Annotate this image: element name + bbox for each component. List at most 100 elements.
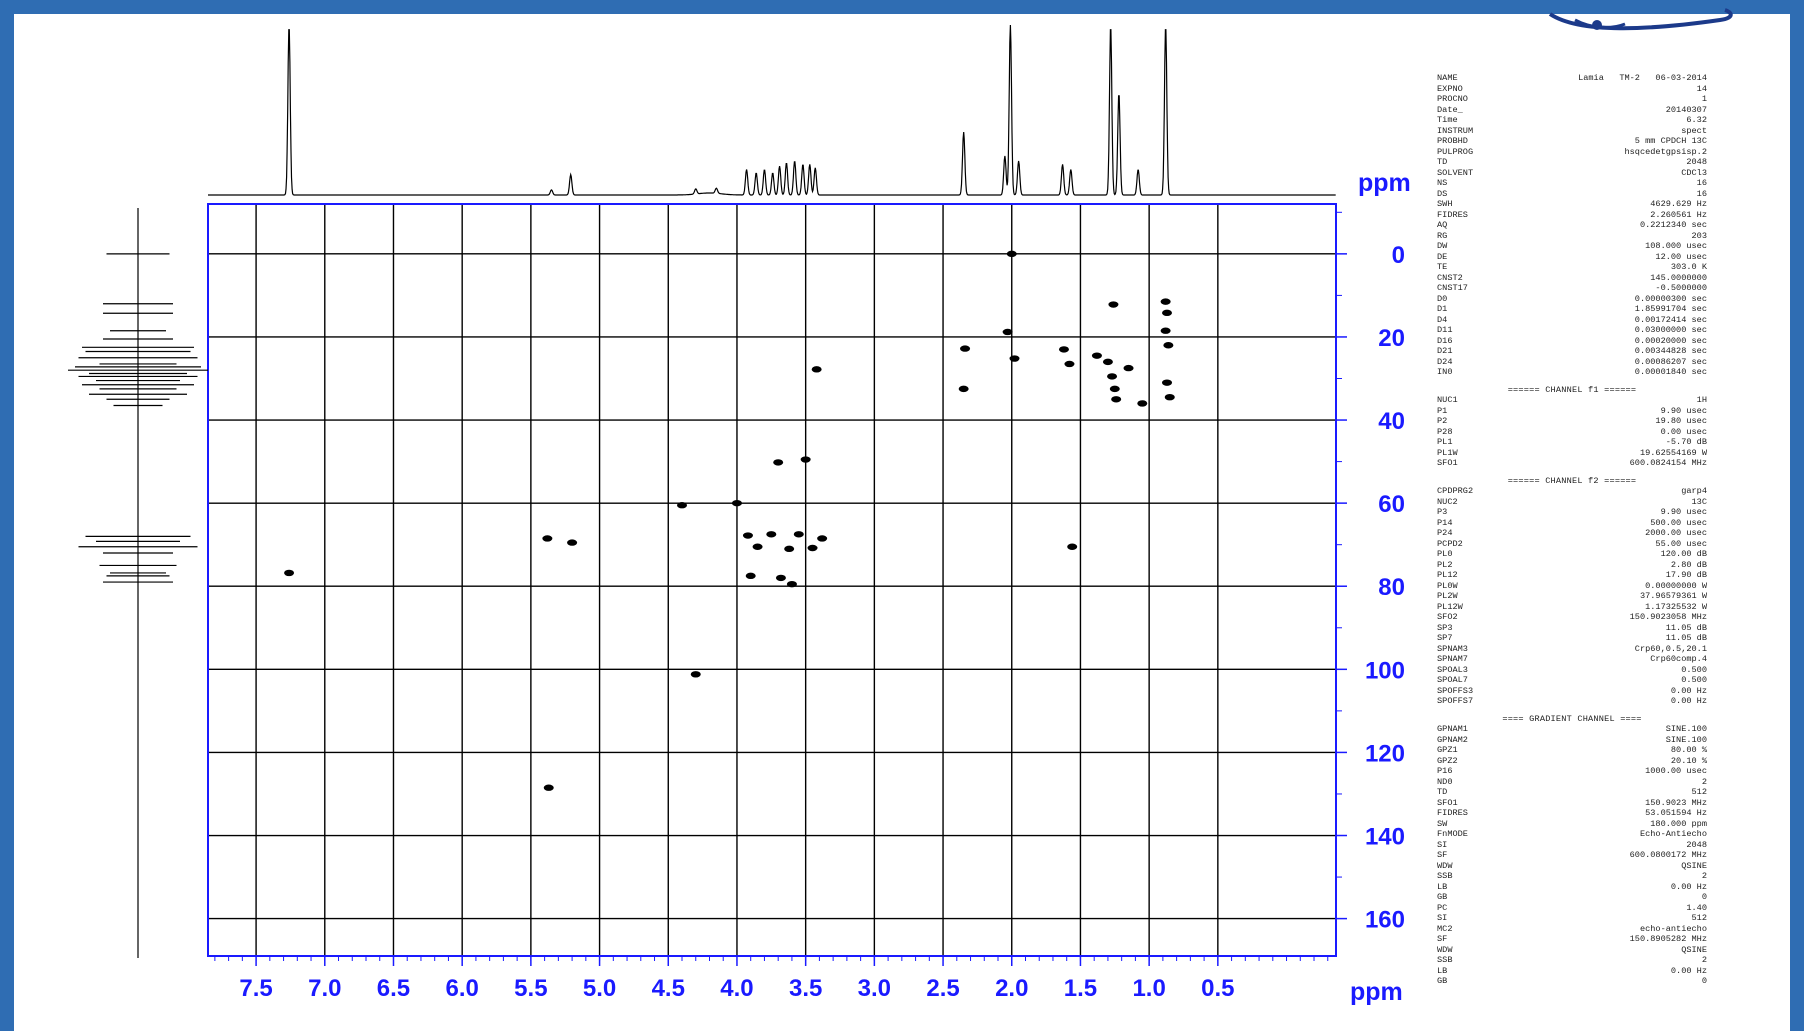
- parameter-name: INSTRUM: [1437, 125, 1474, 136]
- parameter-row: SF 150.8905282 MHz: [1437, 934, 1707, 945]
- parameter-value: 0: [1701, 892, 1707, 902]
- parameter-name: LB: [1437, 965, 1448, 976]
- parameter-name: GPNAM2: [1437, 734, 1468, 745]
- parameter-value: 1: [1701, 94, 1707, 104]
- logo-mark: [1548, 8, 1733, 31]
- parameter-value: Crp60,0.5,20.1: [1634, 643, 1707, 654]
- parameter-value: 2.80 dB: [1670, 559, 1707, 570]
- parameter-name: D16: [1437, 335, 1453, 346]
- x-tick-label: 0.5: [1201, 975, 1234, 1002]
- parameter-row: GB 0: [1437, 892, 1707, 903]
- parameter-row: PL2W 37.96579361 W: [1437, 591, 1707, 602]
- parameter-value: spect: [1681, 125, 1707, 136]
- parameter-value: 17.90 dB: [1665, 570, 1707, 580]
- parameter-row: SPOFFS3 0.00 Hz: [1437, 686, 1707, 697]
- parameter-value: 55.00 usec: [1655, 538, 1707, 549]
- parameter-value: 0.00 Hz: [1670, 881, 1707, 892]
- parameter-name: SOLVENT: [1437, 167, 1474, 178]
- parameter-row: TE 303.0 K: [1437, 262, 1707, 273]
- parameter-row: DW 108.000 usec: [1437, 241, 1707, 252]
- parameter-name: LB: [1437, 881, 1448, 892]
- parameter-name: SSB: [1437, 871, 1453, 881]
- parameter-name: SI: [1437, 839, 1448, 850]
- parameter-row: NUC1 1H: [1437, 395, 1707, 406]
- parameter-name: P28: [1437, 426, 1453, 437]
- parameter-row: PL12 17.90 dB: [1437, 570, 1707, 581]
- parameter-value: 150.8905282 MHz: [1629, 934, 1707, 944]
- parameter-value: 2.260561 Hz: [1650, 209, 1707, 220]
- cross-peak: [784, 545, 795, 553]
- parameter-name: SPOAL3: [1437, 664, 1468, 675]
- parameter-value: 600.0800172 MHz: [1629, 850, 1707, 860]
- parameter-row: LB 0.00 Hz: [1437, 882, 1707, 893]
- parameter-row: P1 9.90 usec: [1437, 406, 1707, 417]
- parameter-name: D11: [1437, 325, 1453, 335]
- parameter-name: SP3: [1437, 622, 1453, 633]
- x-tick-label: 2.5: [926, 975, 959, 1002]
- parameter-value: 0.00 Hz: [1670, 685, 1707, 696]
- cross-peak: [800, 456, 811, 463]
- parameter-name: SFO2: [1437, 612, 1458, 622]
- parameter-row: DS 16: [1437, 189, 1707, 200]
- parameter-name: PL2W: [1437, 591, 1458, 601]
- parameter-value: QSINE: [1681, 860, 1707, 871]
- parameter-row: P28 0.00 usec: [1437, 427, 1707, 438]
- parameter-row: FnMODE Echo-Antiecho: [1437, 829, 1707, 840]
- parameter-name: SPOFFS3: [1437, 685, 1474, 696]
- parameter-value: CDCl3: [1681, 167, 1707, 178]
- parameter-name: PCPD2: [1437, 538, 1463, 549]
- cross-peak: [1163, 342, 1174, 349]
- cross-peak: [1160, 327, 1171, 334]
- parameter-name: SFO1: [1437, 458, 1458, 468]
- parameter-value: SINE.100: [1665, 734, 1707, 745]
- cross-peak: [1137, 400, 1148, 407]
- cross-peak: [1009, 355, 1020, 362]
- parameter-value: 0.00 Hz: [1670, 696, 1707, 706]
- parameter-name: P16: [1437, 766, 1453, 776]
- parameter-row: INSTRUM spect: [1437, 126, 1707, 137]
- parameter-name: WDW: [1437, 860, 1453, 871]
- cross-peak: [752, 543, 763, 550]
- parameter-name: PL1W: [1437, 447, 1458, 458]
- parameter-name: PROBHD: [1437, 136, 1468, 146]
- parameter-name: PL0W: [1437, 580, 1458, 591]
- parameter-name: DW: [1437, 241, 1448, 251]
- parameter-value: 0.00344828 sec: [1634, 346, 1707, 356]
- cross-peak: [1002, 328, 1013, 336]
- parameter-row: PCPD2 55.00 usec: [1437, 539, 1707, 550]
- parameter-name: NUC2: [1437, 496, 1458, 507]
- acquisition-parameters-panel: NAME Lamia TM-2 06-03-2014 EXPNO 14 PROCNO 1 D…: [1437, 73, 1707, 987]
- cross-peak: [1164, 393, 1175, 401]
- parameter-name: P2: [1437, 416, 1448, 426]
- parameter-value: hsqcedetgpsisp.2: [1624, 146, 1707, 157]
- parameter-row: Date_ 20140307: [1437, 105, 1707, 116]
- cross-peak: [1109, 385, 1120, 393]
- x-tick-label: 4.5: [652, 975, 685, 1002]
- parameter-row: CPDPRG2 garp4: [1437, 486, 1707, 497]
- cross-peak: [567, 539, 578, 546]
- parameter-value: 203: [1691, 230, 1707, 241]
- parameter-name: TD: [1437, 157, 1448, 167]
- parameter-row: D4 0.00172414 sec: [1437, 315, 1707, 326]
- c13-projection-trace: [68, 208, 208, 958]
- cross-peak: [786, 580, 797, 588]
- parameter-row: P16 1000.00 usec: [1437, 766, 1707, 777]
- parameter-row: TD 2048: [1437, 157, 1707, 168]
- parameter-name: GB: [1437, 892, 1448, 902]
- parameter-value: 1.85991704 sec: [1634, 304, 1707, 314]
- parameter-row: FIDRES 2.260561 Hz: [1437, 210, 1707, 221]
- parameter-value: 0.00000300 sec: [1634, 293, 1707, 304]
- parameter-name: CPDPRG2: [1437, 486, 1474, 496]
- cross-peak: [1058, 346, 1069, 353]
- parameter-row: SI 512: [1437, 913, 1707, 924]
- y-tick-label: 140: [1365, 824, 1405, 851]
- parameter-value: 145.0000000: [1650, 272, 1707, 283]
- parameter-name: D1: [1437, 304, 1448, 314]
- parameter-row: PL1W 19.62554169 W: [1437, 448, 1707, 459]
- parameter-section-title: ==== GRADIENT CHANNEL ====: [1502, 713, 1642, 724]
- x-tick-label: 6.5: [377, 975, 410, 1002]
- parameter-row: P3 9.90 usec: [1437, 507, 1707, 518]
- x-tick-label: 3.5: [789, 975, 822, 1002]
- parameter-row: SWH 4629.629 Hz: [1437, 199, 1707, 210]
